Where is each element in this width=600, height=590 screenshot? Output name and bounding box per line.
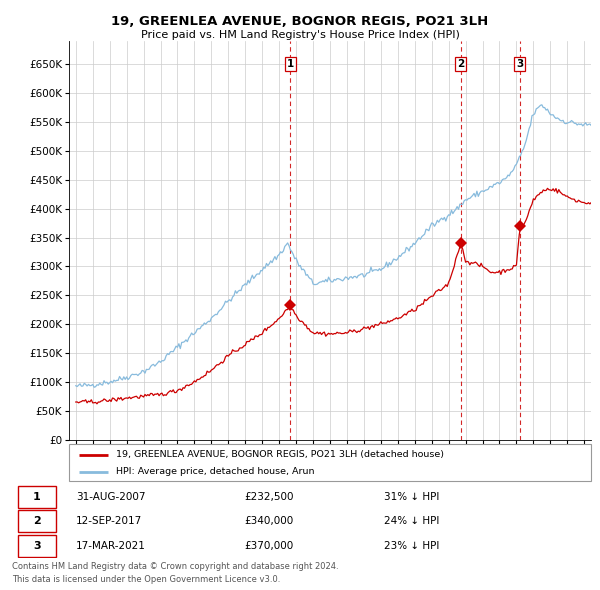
Text: 17-MAR-2021: 17-MAR-2021 — [76, 541, 146, 550]
Text: This data is licensed under the Open Government Licence v3.0.: This data is licensed under the Open Gov… — [12, 575, 280, 584]
Text: 1: 1 — [33, 492, 41, 502]
Text: Price paid vs. HM Land Registry's House Price Index (HPI): Price paid vs. HM Land Registry's House … — [140, 30, 460, 40]
Text: 12-SEP-2017: 12-SEP-2017 — [76, 516, 142, 526]
FancyBboxPatch shape — [18, 486, 56, 508]
Text: 2: 2 — [457, 59, 464, 69]
Text: 31-AUG-2007: 31-AUG-2007 — [76, 492, 146, 502]
Text: 3: 3 — [33, 541, 41, 550]
Text: £232,500: £232,500 — [245, 492, 295, 502]
Text: £340,000: £340,000 — [245, 516, 294, 526]
Text: Contains HM Land Registry data © Crown copyright and database right 2024.: Contains HM Land Registry data © Crown c… — [12, 562, 338, 571]
Text: 23% ↓ HPI: 23% ↓ HPI — [385, 541, 440, 550]
Text: 1: 1 — [287, 59, 294, 69]
Text: 19, GREENLEA AVENUE, BOGNOR REGIS, PO21 3LH: 19, GREENLEA AVENUE, BOGNOR REGIS, PO21 … — [112, 15, 488, 28]
Text: 3: 3 — [516, 59, 524, 69]
FancyBboxPatch shape — [18, 535, 56, 557]
Text: HPI: Average price, detached house, Arun: HPI: Average price, detached house, Arun — [116, 467, 314, 476]
Text: 31% ↓ HPI: 31% ↓ HPI — [385, 492, 440, 502]
Text: 2: 2 — [33, 516, 41, 526]
Text: £370,000: £370,000 — [245, 541, 294, 550]
Text: 19, GREENLEA AVENUE, BOGNOR REGIS, PO21 3LH (detached house): 19, GREENLEA AVENUE, BOGNOR REGIS, PO21 … — [116, 450, 444, 459]
Text: 24% ↓ HPI: 24% ↓ HPI — [385, 516, 440, 526]
FancyBboxPatch shape — [18, 510, 56, 532]
